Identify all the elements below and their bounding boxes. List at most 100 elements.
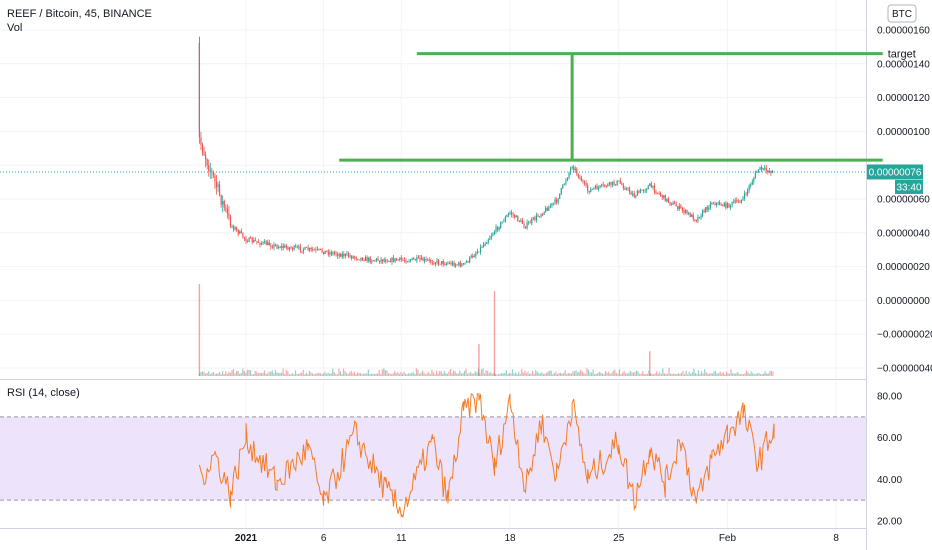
volume-bar: [547, 371, 549, 376]
volume-bar: [742, 374, 745, 376]
candle: [462, 263, 465, 264]
candle: [683, 210, 685, 213]
candle: [461, 263, 463, 267]
volume-bar: [373, 373, 376, 376]
volume-bar: [445, 373, 447, 376]
candle: [517, 215, 519, 221]
volume-bar: [237, 371, 239, 376]
volume-bar: [364, 373, 366, 376]
volume-bar: [443, 371, 445, 376]
last-price-value: 0.00000076: [869, 167, 922, 178]
volume-bar: [268, 371, 270, 376]
volume-bar: [733, 373, 735, 376]
price-tick-label: −0.00000040: [877, 364, 932, 375]
price-axis[interactable]: 0.00000160 0.00000140 0.00000120 0.00000100…: [877, 26, 932, 375]
candle: [335, 253, 337, 255]
volume-bar: [595, 373, 597, 376]
volume-bar: [319, 373, 321, 376]
volume-bar: [722, 371, 724, 376]
candle: [734, 200, 736, 203]
drawings[interactable]: target: [339, 49, 916, 162]
candle: [689, 212, 691, 217]
candle: [243, 237, 246, 239]
volume-bar: [442, 373, 444, 376]
candle: [691, 214, 693, 217]
volume-bar: [332, 368, 334, 376]
candle: [271, 246, 274, 248]
candle: [568, 172, 570, 178]
volume-bar: [260, 373, 263, 376]
candle: [644, 190, 646, 192]
candle: [649, 183, 651, 186]
rsi-axis[interactable]: 80.00 60.00 40.00 20.00: [877, 392, 902, 528]
candle: [323, 251, 325, 254]
volume-bar: [507, 374, 509, 376]
candle: [405, 260, 407, 263]
candle: [242, 232, 244, 238]
volume-bar: [341, 374, 343, 376]
volume-bar: [546, 372, 548, 376]
candle: [757, 169, 760, 172]
price-pane[interactable]: [0, 0, 866, 378]
volume-bar: [515, 372, 517, 376]
volume-bar: [236, 370, 238, 376]
volume-bar: [727, 373, 729, 376]
volume-bar: [473, 373, 475, 376]
candle: [597, 187, 600, 190]
candle: [459, 262, 461, 267]
candle: [240, 231, 242, 233]
volume-bar: [463, 371, 466, 376]
volume-bar: [513, 373, 515, 376]
volume-bar: [736, 372, 738, 376]
volume-bar: [406, 374, 408, 376]
candle: [239, 231, 241, 234]
volume-bar: [604, 371, 607, 376]
volume-bar: [454, 371, 456, 376]
volume-bar: [772, 371, 774, 376]
candle: [562, 184, 564, 188]
volume-bar: [398, 373, 400, 376]
volume-bar: [453, 370, 455, 376]
candle: [208, 165, 210, 172]
volume-bar: [239, 373, 241, 376]
volume-bar: [759, 374, 762, 376]
candle: [556, 199, 558, 203]
volume-bar: [448, 371, 450, 376]
volume-bar: [504, 372, 506, 376]
volume-bar: [766, 373, 768, 376]
volume-bar: [360, 373, 362, 376]
candle: [357, 258, 359, 260]
candle: [347, 253, 350, 257]
volume-bar: [225, 371, 227, 376]
candle: [694, 219, 696, 221]
candle: [605, 186, 607, 187]
volume-bar: [249, 370, 252, 376]
currency-button[interactable]: BTC: [887, 4, 917, 23]
candle: [206, 159, 208, 166]
rsi-series: [198, 393, 775, 519]
candle: [577, 173, 579, 178]
volume-bar: [403, 371, 405, 376]
volume-spike: [198, 284, 201, 376]
candle: [236, 227, 238, 230]
candle: [217, 184, 219, 188]
candle: [290, 247, 292, 249]
volume-bar: [598, 371, 600, 376]
candle: [585, 183, 587, 186]
candle: [512, 214, 514, 216]
volume-bar: [643, 374, 645, 376]
volume-bar: [696, 373, 698, 376]
volume-bar: [484, 373, 486, 376]
volume-bar: [414, 373, 416, 376]
candle: [701, 210, 704, 217]
volume-bar: [288, 374, 290, 376]
candle: [532, 217, 534, 220]
candle: [326, 250, 328, 252]
volume-bar: [657, 373, 659, 376]
time-axis[interactable]: 20216111825Feb815: [235, 533, 932, 544]
candle: [212, 171, 214, 176]
candle: [551, 203, 553, 206]
volume-bar: [573, 371, 576, 376]
candle: [675, 204, 677, 207]
